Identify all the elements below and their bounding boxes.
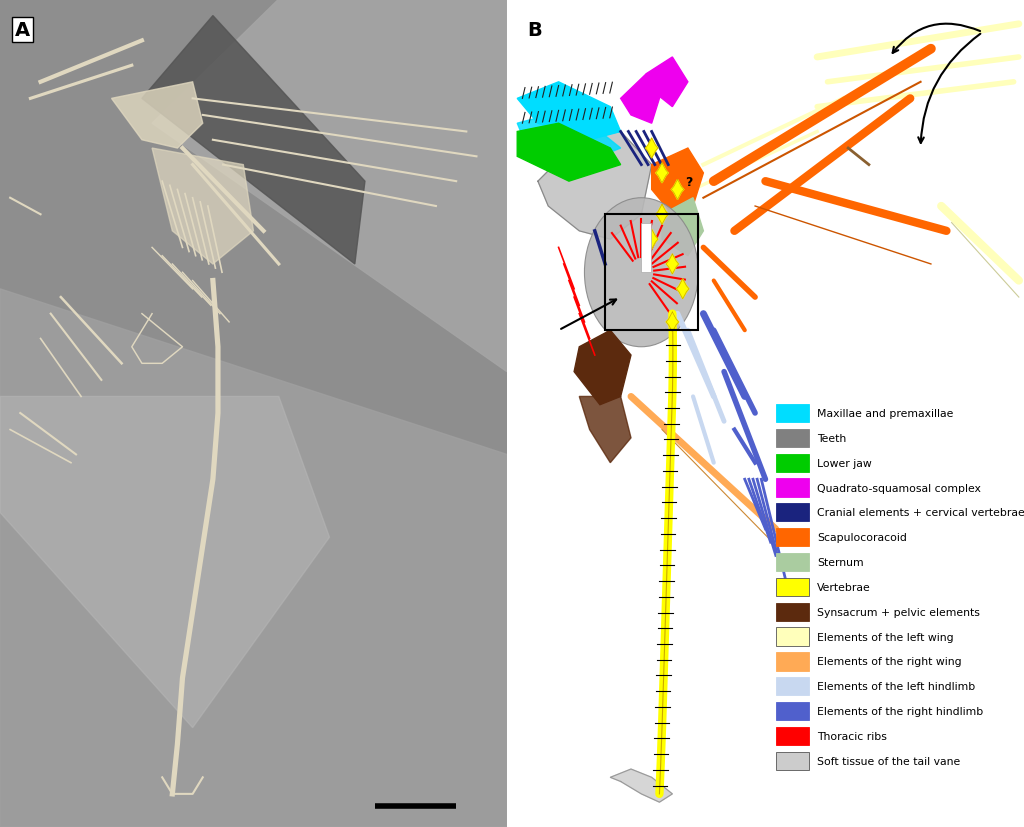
Polygon shape xyxy=(645,139,657,159)
Text: Maxillae and premaxillae: Maxillae and premaxillae xyxy=(817,409,953,418)
Polygon shape xyxy=(580,397,631,463)
Bar xyxy=(641,223,650,273)
Text: Teeth: Teeth xyxy=(817,433,847,443)
Text: Quadrato-squamosal complex: Quadrato-squamosal complex xyxy=(817,483,981,493)
Polygon shape xyxy=(517,83,621,141)
Polygon shape xyxy=(677,280,689,299)
Bar xyxy=(776,404,809,423)
Bar xyxy=(776,528,809,547)
Text: Synsacrum + pelvic elements: Synsacrum + pelvic elements xyxy=(817,607,980,617)
Polygon shape xyxy=(610,769,673,802)
Text: Elements of the left wing: Elements of the left wing xyxy=(817,632,953,642)
Text: Elements of the left hindlimb: Elements of the left hindlimb xyxy=(817,681,976,691)
Polygon shape xyxy=(662,198,703,256)
Text: B: B xyxy=(527,21,543,40)
Text: Cranial elements + cervical vertebrae: Cranial elements + cervical vertebrae xyxy=(817,508,1024,518)
Bar xyxy=(776,454,809,472)
Bar xyxy=(776,727,809,745)
Polygon shape xyxy=(152,0,507,372)
Polygon shape xyxy=(152,149,254,265)
Text: Scapulocoracoid: Scapulocoracoid xyxy=(817,533,907,543)
Polygon shape xyxy=(655,205,669,225)
Text: Sternum: Sternum xyxy=(817,557,864,567)
Polygon shape xyxy=(621,74,662,124)
Polygon shape xyxy=(655,164,669,184)
Polygon shape xyxy=(538,132,651,240)
Text: Lower jaw: Lower jaw xyxy=(817,458,871,468)
Polygon shape xyxy=(574,331,631,405)
Bar xyxy=(776,702,809,720)
Text: Elements of the right wing: Elements of the right wing xyxy=(817,657,962,667)
Polygon shape xyxy=(667,255,679,275)
Bar xyxy=(776,752,809,770)
Polygon shape xyxy=(0,397,330,728)
Polygon shape xyxy=(672,180,684,200)
Bar xyxy=(776,504,809,522)
Polygon shape xyxy=(651,149,703,215)
Text: Elements of the right hindlimb: Elements of the right hindlimb xyxy=(817,706,983,716)
Text: ?: ? xyxy=(685,176,692,189)
Bar xyxy=(776,603,809,621)
Bar xyxy=(776,578,809,596)
Polygon shape xyxy=(667,313,679,332)
Polygon shape xyxy=(517,116,621,165)
Polygon shape xyxy=(112,83,203,149)
Bar xyxy=(605,215,698,331)
Text: Vertebrae: Vertebrae xyxy=(817,582,870,592)
Bar xyxy=(776,677,809,696)
Bar xyxy=(776,653,809,671)
Polygon shape xyxy=(646,58,688,108)
Polygon shape xyxy=(645,230,657,250)
Text: A: A xyxy=(15,21,31,40)
Text: Thoracic ribs: Thoracic ribs xyxy=(817,731,887,741)
Bar xyxy=(776,628,809,646)
Bar xyxy=(776,479,809,497)
Polygon shape xyxy=(0,289,507,827)
Ellipse shape xyxy=(585,198,698,347)
Text: Soft tissue of the tail vane: Soft tissue of the tail vane xyxy=(817,756,961,766)
Bar xyxy=(776,553,809,571)
Polygon shape xyxy=(142,17,365,265)
Bar xyxy=(776,429,809,447)
Polygon shape xyxy=(517,124,621,182)
